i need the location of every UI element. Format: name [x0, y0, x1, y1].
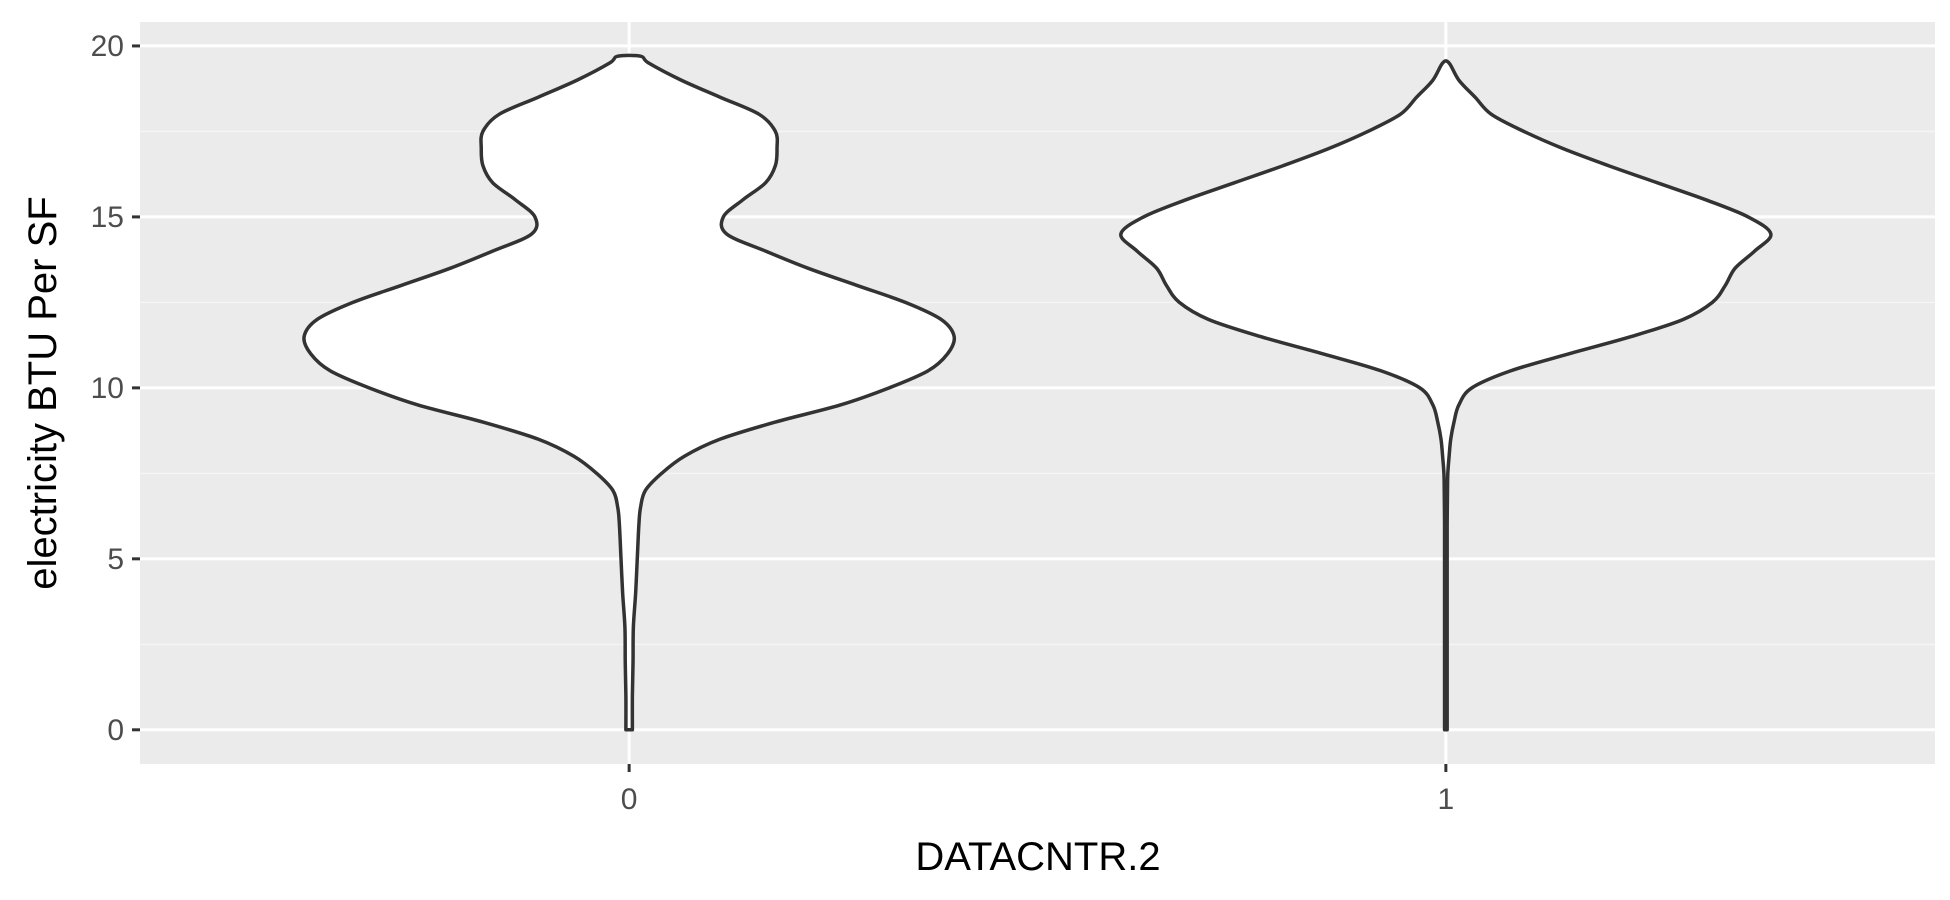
y-tick-label: 20	[91, 30, 124, 63]
x-axis-title: DATACNTR.2	[915, 835, 1160, 879]
y-tick-label: 10	[91, 372, 124, 405]
violins	[302, 53, 1773, 732]
violin-0	[302, 53, 957, 732]
y-axis-title: electricity BTU Per SF	[21, 196, 65, 589]
y-tick-label: 0	[107, 714, 124, 747]
y-tick-label: 5	[107, 543, 124, 576]
y-axis: 0 5 10 15 20	[91, 30, 140, 747]
violin-1	[1119, 59, 1773, 732]
x-tick-label: 1	[1438, 783, 1455, 816]
x-tick-label: 0	[621, 783, 638, 816]
y-tick-label: 15	[91, 201, 124, 234]
